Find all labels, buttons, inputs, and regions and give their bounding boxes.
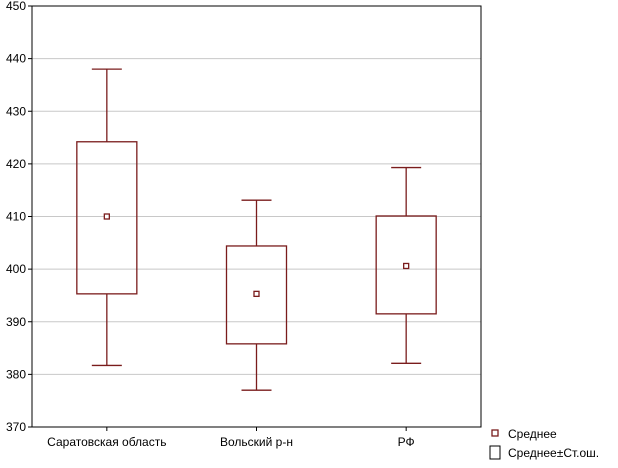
mean-marker-0 [103,213,110,220]
y-tick-label-4: 410 [6,210,26,224]
y-tick-label-1: 380 [6,367,26,381]
y-tick-label-6: 430 [6,104,26,118]
mean-marker-2 [403,262,410,270]
x-tick-label-0: Саратовская область [47,435,166,449]
y-tick-label-3: 400 [6,262,26,276]
y-tick-label-2: 390 [6,315,26,329]
legend-mean-label: Среднее [508,427,557,441]
box-group-0 [76,68,138,367]
box-group-2 [375,166,437,364]
legend-mean-symbol [491,429,499,437]
se-box-1 [225,245,288,345]
legend: Среднее Среднее±Ст.ош. [489,427,599,460]
mean-marker-1 [253,290,260,298]
axis-layer: 370 380 390 400 410 420 430 440 450 Саратовская о… [6,0,482,449]
se-box-2 [375,215,437,315]
x-tick-label-2: РФ [398,435,415,449]
legend-se-symbol [489,445,501,460]
y-tick-label-8: 450 [6,0,26,13]
y-tick-label-5: 420 [6,157,26,171]
legend-se-label: Среднее±Ст.ош. [508,446,599,460]
plot-layer [76,68,437,391]
y-tick-label-7: 440 [6,52,26,66]
x-tick-label-1: Вольский р-н [220,435,293,449]
y-tick-label-0: 370 [6,420,26,434]
box-group-1 [225,199,288,391]
se-box-0 [76,141,138,295]
